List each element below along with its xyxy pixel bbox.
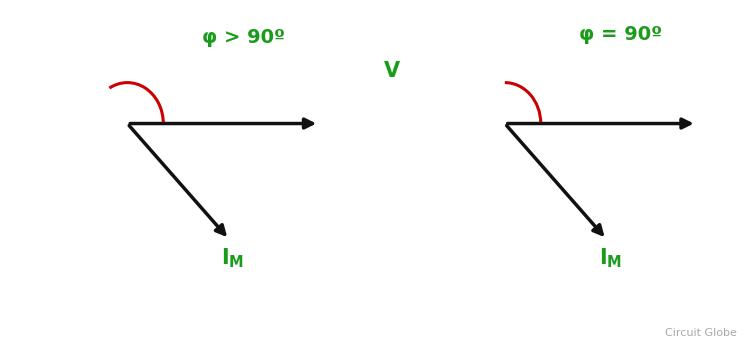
Text: φ > 90º: φ > 90º: [202, 28, 285, 47]
Text: V: V: [384, 61, 400, 81]
Text: $\mathbf{I_M}$: $\mathbf{I_M}$: [599, 246, 622, 270]
Text: Circuit Globe: Circuit Globe: [666, 328, 737, 338]
Text: $\mathbf{I_M}$: $\mathbf{I_M}$: [221, 246, 244, 270]
Text: φ = 90º: φ = 90º: [579, 25, 663, 44]
